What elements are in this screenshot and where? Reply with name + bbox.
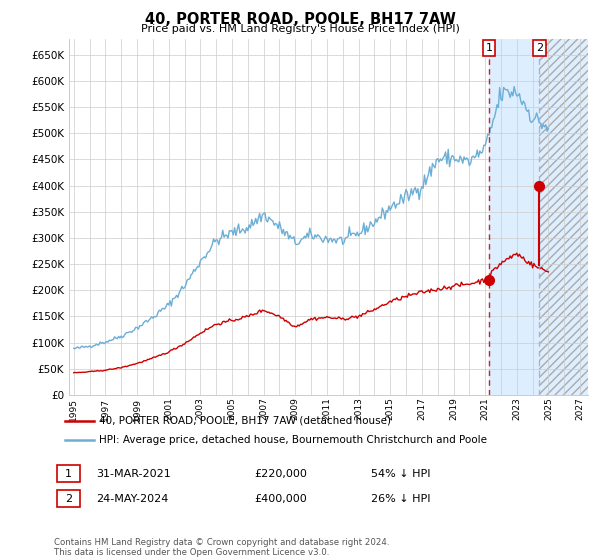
Text: 54% ↓ HPI: 54% ↓ HPI xyxy=(371,469,430,479)
Bar xyxy=(539,39,600,395)
Text: Price paid vs. HM Land Registry's House Price Index (HPI): Price paid vs. HM Land Registry's House … xyxy=(140,24,460,34)
Text: 40, PORTER ROAD, POOLE, BH17 7AW (detached house): 40, PORTER ROAD, POOLE, BH17 7AW (detach… xyxy=(99,416,391,426)
Text: 31-MAR-2021: 31-MAR-2021 xyxy=(96,469,171,479)
Text: 40, PORTER ROAD, POOLE, BH17 7AW: 40, PORTER ROAD, POOLE, BH17 7AW xyxy=(145,12,455,27)
Text: 26% ↓ HPI: 26% ↓ HPI xyxy=(371,494,430,504)
Text: £400,000: £400,000 xyxy=(254,494,307,504)
Bar xyxy=(489,39,539,395)
Text: Contains HM Land Registry data © Crown copyright and database right 2024.
This d: Contains HM Land Registry data © Crown c… xyxy=(54,538,389,557)
Text: 2: 2 xyxy=(65,494,73,504)
Text: 24-MAY-2024: 24-MAY-2024 xyxy=(96,494,169,504)
FancyBboxPatch shape xyxy=(56,465,80,482)
Bar xyxy=(539,39,600,395)
Text: £220,000: £220,000 xyxy=(254,469,308,479)
Text: HPI: Average price, detached house, Bournemouth Christchurch and Poole: HPI: Average price, detached house, Bour… xyxy=(99,435,487,445)
Text: 2: 2 xyxy=(536,43,543,53)
Text: 1: 1 xyxy=(65,469,72,479)
Text: 1: 1 xyxy=(485,43,493,53)
FancyBboxPatch shape xyxy=(56,491,80,507)
